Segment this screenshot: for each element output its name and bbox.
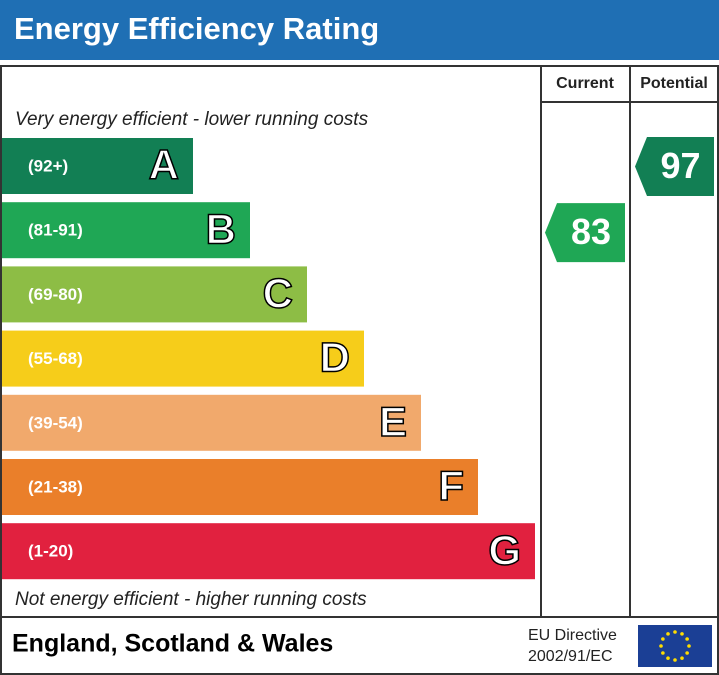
band: [2, 266, 307, 323]
rating-arrow: [635, 137, 714, 196]
frame: [0, 65, 719, 675]
flag-stars: [659, 630, 691, 662]
title: Energy Efficiency Rating: [14, 11, 379, 46]
rating-value: 97: [660, 145, 700, 186]
directive: EU Directive: [528, 627, 617, 644]
band-letter: B: [206, 205, 236, 252]
column-header: Potential: [640, 75, 708, 92]
band: [2, 523, 535, 580]
band: [2, 459, 478, 515]
band-range: (69-80): [28, 285, 83, 304]
star: [659, 644, 663, 648]
band-letter: G: [488, 526, 521, 573]
band-range: (55-68): [28, 349, 83, 368]
band-range: (81-91): [28, 221, 83, 240]
top-note: Very energy efficient - lower running co…: [15, 109, 369, 130]
region: England, Scotland & Wales: [12, 630, 333, 658]
rating-value: 83: [571, 211, 611, 252]
band-range: (21-38): [28, 477, 83, 496]
star: [666, 632, 670, 636]
band: [2, 202, 250, 259]
star: [661, 637, 665, 641]
band-letter: F: [438, 462, 464, 509]
star: [680, 632, 684, 636]
rating-arrow: [545, 203, 625, 263]
column-header: Current: [556, 75, 614, 92]
star: [685, 637, 689, 641]
band-range: (1-20): [28, 542, 73, 561]
title-bar: [0, 0, 719, 60]
star: [666, 656, 670, 660]
star: [687, 644, 691, 648]
directive: 2002/91/EC: [528, 648, 613, 665]
star: [673, 630, 677, 634]
band: [2, 330, 364, 387]
star: [685, 651, 689, 655]
band-letter: D: [320, 334, 350, 381]
star: [680, 656, 684, 660]
band-range: (39-54): [28, 413, 83, 432]
band: [2, 138, 193, 194]
band-letter: A: [149, 141, 179, 188]
band: [2, 394, 421, 451]
star: [673, 658, 677, 662]
band-letter: C: [263, 269, 293, 316]
star: [661, 651, 665, 655]
bottom-note: Not energy efficient - higher running co…: [15, 589, 367, 610]
band-letter: E: [379, 398, 407, 445]
band-range: (92+): [28, 156, 68, 175]
eu-flag: [638, 625, 712, 667]
